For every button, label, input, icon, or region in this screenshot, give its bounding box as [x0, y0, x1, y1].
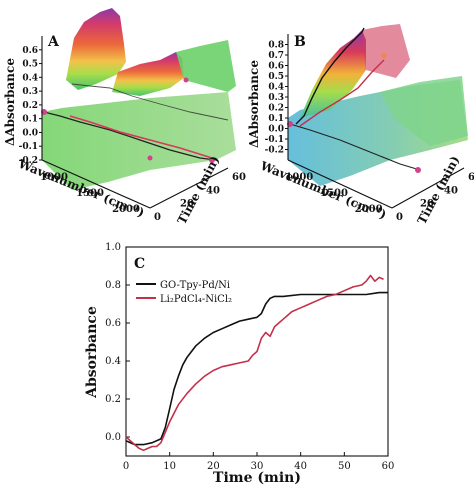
y-tick-label: 0.5	[22, 60, 38, 70]
y-tick-label: 0.0	[268, 125, 284, 135]
panel-a-peak-right	[112, 52, 184, 96]
z-tick-label: 60	[468, 172, 474, 183]
x-tick-label: 0	[123, 461, 129, 472]
y-tick-label: 0.2	[268, 104, 284, 114]
panel-b-trace-front	[289, 123, 421, 171]
panel-a-z-ticks: 0 20 40 60	[154, 172, 246, 223]
y-tick-label: 0.5	[268, 72, 284, 82]
y-tick-label: 0.0	[105, 432, 121, 443]
y-tick-label: -0.2	[265, 146, 284, 156]
z-tick-label: 40	[444, 185, 458, 196]
panel-a-trace-red	[69, 115, 213, 159]
x-tick-label: 1000	[40, 172, 68, 183]
panel-a-ridge-back	[176, 40, 236, 92]
z-tick-label: 0	[154, 212, 161, 223]
panel-b-x-ticks: 1000 1500 2000	[285, 172, 382, 215]
panel-a-trace-mid	[71, 83, 229, 121]
x-tick-label: 1000	[285, 172, 313, 183]
series-line-1	[125, 274, 384, 452]
panel-b-z-axis	[391, 167, 465, 209]
series-line-0	[125, 291, 388, 446]
y-tick-label: 0.0	[22, 128, 38, 138]
z-tick-label: 20	[180, 199, 194, 210]
panel-a-marker	[209, 157, 215, 163]
panel-a-surface-floor	[42, 92, 236, 190]
panel-b-right-slab	[380, 76, 468, 146]
y-tick-label: 0.3	[268, 93, 284, 103]
panel-a-waterfall: -0.2 -0.1 0.0 0.1 0.2 0.3 0.4 0.5 0.6 1000 1500 20…	[3, 8, 246, 227]
z-tick-label: 60	[232, 172, 246, 183]
x-tick-label: 1500	[76, 188, 104, 199]
panel-b-y-label: ΔAbsorbance	[247, 60, 261, 148]
y-tick-label: 0.4	[268, 83, 284, 93]
y-tick-label: 0.4	[105, 356, 121, 367]
x-tick-label: 2000	[112, 204, 140, 215]
y-tick-label: 0.2	[105, 394, 121, 405]
legend-label-go-tpy: GO-Tpy-Pd/Ni	[160, 280, 230, 291]
x-tick-label: 20	[207, 461, 220, 472]
x-tick-label: 40	[294, 461, 307, 472]
y-tick-label: 0.8	[268, 41, 284, 51]
x-tick-label: 30	[251, 461, 264, 472]
panel-a-letter: A	[47, 34, 60, 50]
x-tick-label: 10	[163, 461, 176, 472]
x-tick-label: 50	[338, 461, 351, 472]
panel-b-z-ticks: 0 20 40 60	[396, 172, 474, 223]
panel-b-marker	[381, 53, 387, 59]
z-tick-label: 0	[396, 212, 403, 223]
panel-b-x-axis	[287, 159, 393, 209]
y-tick-label: 0.6	[268, 62, 284, 72]
panel-a-trace-front	[43, 111, 217, 161]
z-tick-label: 40	[206, 185, 220, 196]
y-tick-label: -0.2	[19, 156, 38, 166]
panel-b-marker	[415, 167, 421, 173]
panel-b-trace-black	[295, 27, 365, 125]
panel-c-legend: GO-Tpy-Pd/Ni Li₂PdCl₄-NiCl₂	[136, 280, 232, 305]
panel-a-marker	[147, 155, 153, 161]
panel-a-x-ticks: 1000 1500 2000	[40, 172, 140, 215]
panel-c-x-label: Time (min)	[213, 470, 301, 486]
y-tick-label: 0.3	[22, 87, 38, 97]
legend-label-li2pdcl4: Li₂PdCl₄-NiCl₂	[160, 294, 232, 305]
panel-c-letter: C	[134, 256, 145, 272]
y-tick-label: 0.6	[105, 318, 121, 329]
x-tick-label: 60	[382, 461, 395, 472]
panel-c-series-group	[125, 274, 388, 452]
panel-c-ticks: 0 10 20 30 40 50 60 0.0 0.2 0.4 0.6 0.8 1.0	[105, 242, 394, 472]
y-tick-label: 0.4	[22, 73, 38, 83]
panel-a-marker	[183, 77, 189, 83]
panel-a-y-ticks: -0.2 -0.1 0.0 0.1 0.2 0.3 0.4 0.5 0.6	[19, 46, 42, 166]
y-tick-label: 1.0	[105, 242, 121, 253]
y-tick-label: 0.6	[22, 46, 38, 56]
panel-b-letter: B	[294, 34, 306, 50]
y-tick-label: 0.1	[268, 114, 284, 124]
panel-a-z-axis	[149, 167, 229, 209]
z-tick-label: 20	[420, 199, 434, 210]
panel-b-peak	[300, 30, 366, 118]
y-tick-label: 0.1	[22, 115, 38, 125]
y-tick-label: 0.7	[268, 51, 284, 61]
y-tick-label: -0.1	[19, 142, 38, 152]
panel-c-y-label: Absorbance	[84, 306, 100, 399]
panel-c-line-chart: 0 10 20 30 40 50 60 0.0 0.2 0.4 0.6 0.8 1.0 C GO-Tpy…	[84, 242, 394, 486]
panel-b-waterfall: -0.2-0.10.00.10.20.30.40.50.60.70.8 1000…	[247, 24, 474, 227]
panel-b-y-ticks: -0.2-0.10.00.10.20.30.40.50.60.70.8	[265, 41, 288, 156]
x-tick-label: 2000	[355, 204, 383, 215]
panel-b-trace-red	[299, 59, 385, 127]
panel-a-x-axis	[41, 159, 151, 209]
y-tick-label: 0.2	[22, 101, 38, 111]
y-tick-label: -0.1	[265, 135, 284, 145]
panel-a-y-label: ΔAbsorbance	[3, 58, 17, 146]
panel-a-peak-left	[66, 8, 126, 90]
x-tick-label: 1500	[320, 188, 348, 199]
y-tick-label: 0.8	[105, 280, 121, 291]
panel-b-ridge-back	[362, 24, 410, 78]
